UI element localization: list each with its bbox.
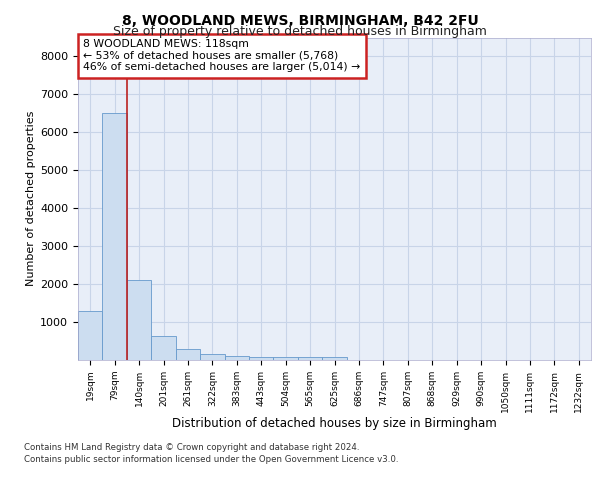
Y-axis label: Number of detached properties: Number of detached properties <box>26 111 36 286</box>
Text: 8, WOODLAND MEWS, BIRMINGHAM, B42 2FU: 8, WOODLAND MEWS, BIRMINGHAM, B42 2FU <box>122 14 478 28</box>
Text: Size of property relative to detached houses in Birmingham: Size of property relative to detached ho… <box>113 25 487 38</box>
Bar <box>298 357 322 360</box>
Bar <box>176 350 200 360</box>
Text: Contains HM Land Registry data © Crown copyright and database right 2024.: Contains HM Land Registry data © Crown c… <box>24 442 359 452</box>
Bar <box>224 356 249 360</box>
Text: 8 WOODLAND MEWS: 118sqm
← 53% of detached houses are smaller (5,768)
46% of semi: 8 WOODLAND MEWS: 118sqm ← 53% of detache… <box>83 39 361 72</box>
Bar <box>274 357 298 360</box>
Bar <box>249 357 274 360</box>
Bar <box>151 336 176 360</box>
Bar <box>200 354 224 360</box>
Text: Contains public sector information licensed under the Open Government Licence v3: Contains public sector information licen… <box>24 455 398 464</box>
Bar <box>78 310 103 360</box>
Bar <box>322 357 347 360</box>
X-axis label: Distribution of detached houses by size in Birmingham: Distribution of detached houses by size … <box>172 418 497 430</box>
Bar <box>127 280 151 360</box>
Bar <box>103 114 127 360</box>
